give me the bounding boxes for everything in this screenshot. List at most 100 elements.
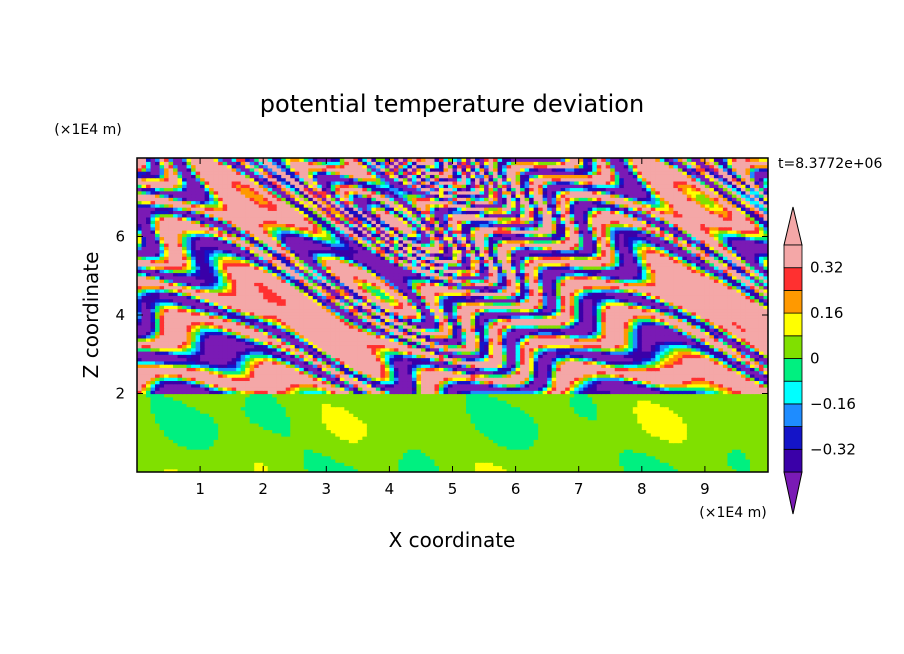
contour-cell: [380, 422, 386, 427]
contour-cell: [587, 449, 593, 453]
contour-cell: [416, 442, 422, 447]
contour-cell: [348, 455, 354, 460]
contour-cell: [308, 432, 314, 437]
contour-cell: [384, 439, 390, 444]
contour-cell: [384, 416, 390, 421]
contour-cell: [641, 436, 647, 440]
contour-cell: [380, 416, 386, 421]
contour-cell: [357, 432, 363, 437]
contour-cell: [177, 445, 183, 450]
contour-cell: [168, 419, 174, 424]
contour-cell: [285, 449, 291, 453]
contour-cell: [353, 436, 359, 440]
contour-cell: [263, 422, 269, 427]
contour-cell: [204, 436, 210, 440]
contour-cell: [272, 416, 278, 421]
contour-cell: [484, 462, 490, 467]
contour-cell: [173, 449, 179, 453]
contour-cell: [276, 452, 282, 457]
contour-cell: [335, 439, 341, 444]
contour-cell: [506, 409, 512, 414]
contour-cell: [447, 449, 454, 453]
contour-cell: [339, 468, 345, 472]
contour-cell: [601, 449, 607, 453]
contour-cell: [155, 449, 161, 453]
contour-cell: [290, 422, 296, 427]
contour-cell: [673, 426, 679, 431]
contour-cell: [452, 439, 458, 444]
contour-cell: [258, 458, 264, 463]
contour-cell: [619, 468, 625, 472]
contour-cell: [434, 455, 440, 460]
contour-cell: [578, 458, 584, 463]
contour-cell: [380, 409, 386, 414]
contour-cell: [276, 445, 282, 450]
contour-cell: [420, 409, 427, 414]
contour-cell: [547, 436, 553, 440]
contour-cell: [736, 452, 742, 457]
contour-cell: [713, 458, 720, 463]
contour-cell: [763, 432, 768, 437]
contour-cell: [366, 449, 372, 453]
contour-cell: [565, 416, 571, 421]
contour-cell: [146, 449, 152, 453]
contour-cell: [664, 465, 670, 470]
contour-cell: [740, 452, 747, 457]
contour-cell: [177, 432, 183, 437]
contour-cell: [398, 432, 404, 437]
contour-cell: [601, 455, 607, 460]
contour-cell: [420, 416, 427, 421]
contour-cell: [718, 455, 724, 460]
contour-cell: [650, 468, 656, 472]
contour-cell: [497, 419, 503, 424]
contour-cell: [709, 419, 715, 424]
contour-cell: [326, 436, 332, 440]
contour-cell: [312, 436, 318, 440]
contour-cell: [321, 419, 327, 424]
contour-cell: [713, 439, 720, 444]
contour-cell: [150, 445, 156, 450]
contour-cell: [177, 465, 183, 470]
contour-cell: [722, 462, 729, 467]
contour-cell: [745, 432, 751, 437]
contour-cell: [758, 422, 765, 427]
contour-cell: [650, 458, 656, 463]
contour-cell: [281, 465, 287, 470]
contour-cell: [411, 416, 418, 421]
contour-cell: [466, 436, 472, 440]
contour-cell: [245, 432, 251, 437]
contour-cell: [222, 442, 228, 447]
contour-cell: [511, 422, 517, 427]
contour-cell: [335, 449, 341, 453]
contour-cell: [542, 419, 548, 424]
contour-cell: [605, 445, 611, 450]
contour-cell: [637, 465, 643, 470]
contour-cell: [574, 409, 580, 414]
contour-cell: [330, 436, 336, 440]
contour-cell: [502, 409, 508, 414]
contour-cell: [524, 458, 530, 463]
contour-cell: [434, 426, 440, 431]
contour-cell: [479, 422, 485, 427]
contour-cell: [722, 455, 729, 460]
contour-cell: [263, 452, 269, 457]
contour-cell: [398, 458, 404, 463]
contour-cell: [150, 422, 156, 427]
contour-cell: [583, 432, 589, 437]
contour-cell: [583, 426, 589, 431]
contour-cell: [587, 413, 593, 417]
contour-cell: [375, 422, 381, 427]
contour-cell: [700, 422, 706, 427]
contour-cell: [560, 445, 566, 450]
contour-cell: [429, 416, 436, 421]
contour-cell: [551, 452, 557, 457]
contour-cell: [619, 465, 625, 470]
contour-cell: [240, 432, 246, 437]
contour-cell: [646, 458, 652, 463]
contour-cell: [173, 429, 179, 434]
contour-cell: [551, 462, 557, 467]
contour-cell: [637, 426, 643, 431]
contour-cell: [524, 455, 530, 460]
contour-cell: [502, 449, 508, 453]
contour-cell: [506, 449, 512, 453]
